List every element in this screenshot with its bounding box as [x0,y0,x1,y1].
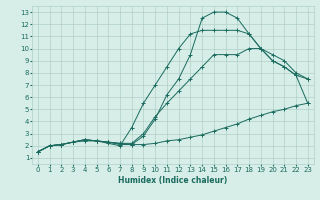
X-axis label: Humidex (Indice chaleur): Humidex (Indice chaleur) [118,176,228,185]
